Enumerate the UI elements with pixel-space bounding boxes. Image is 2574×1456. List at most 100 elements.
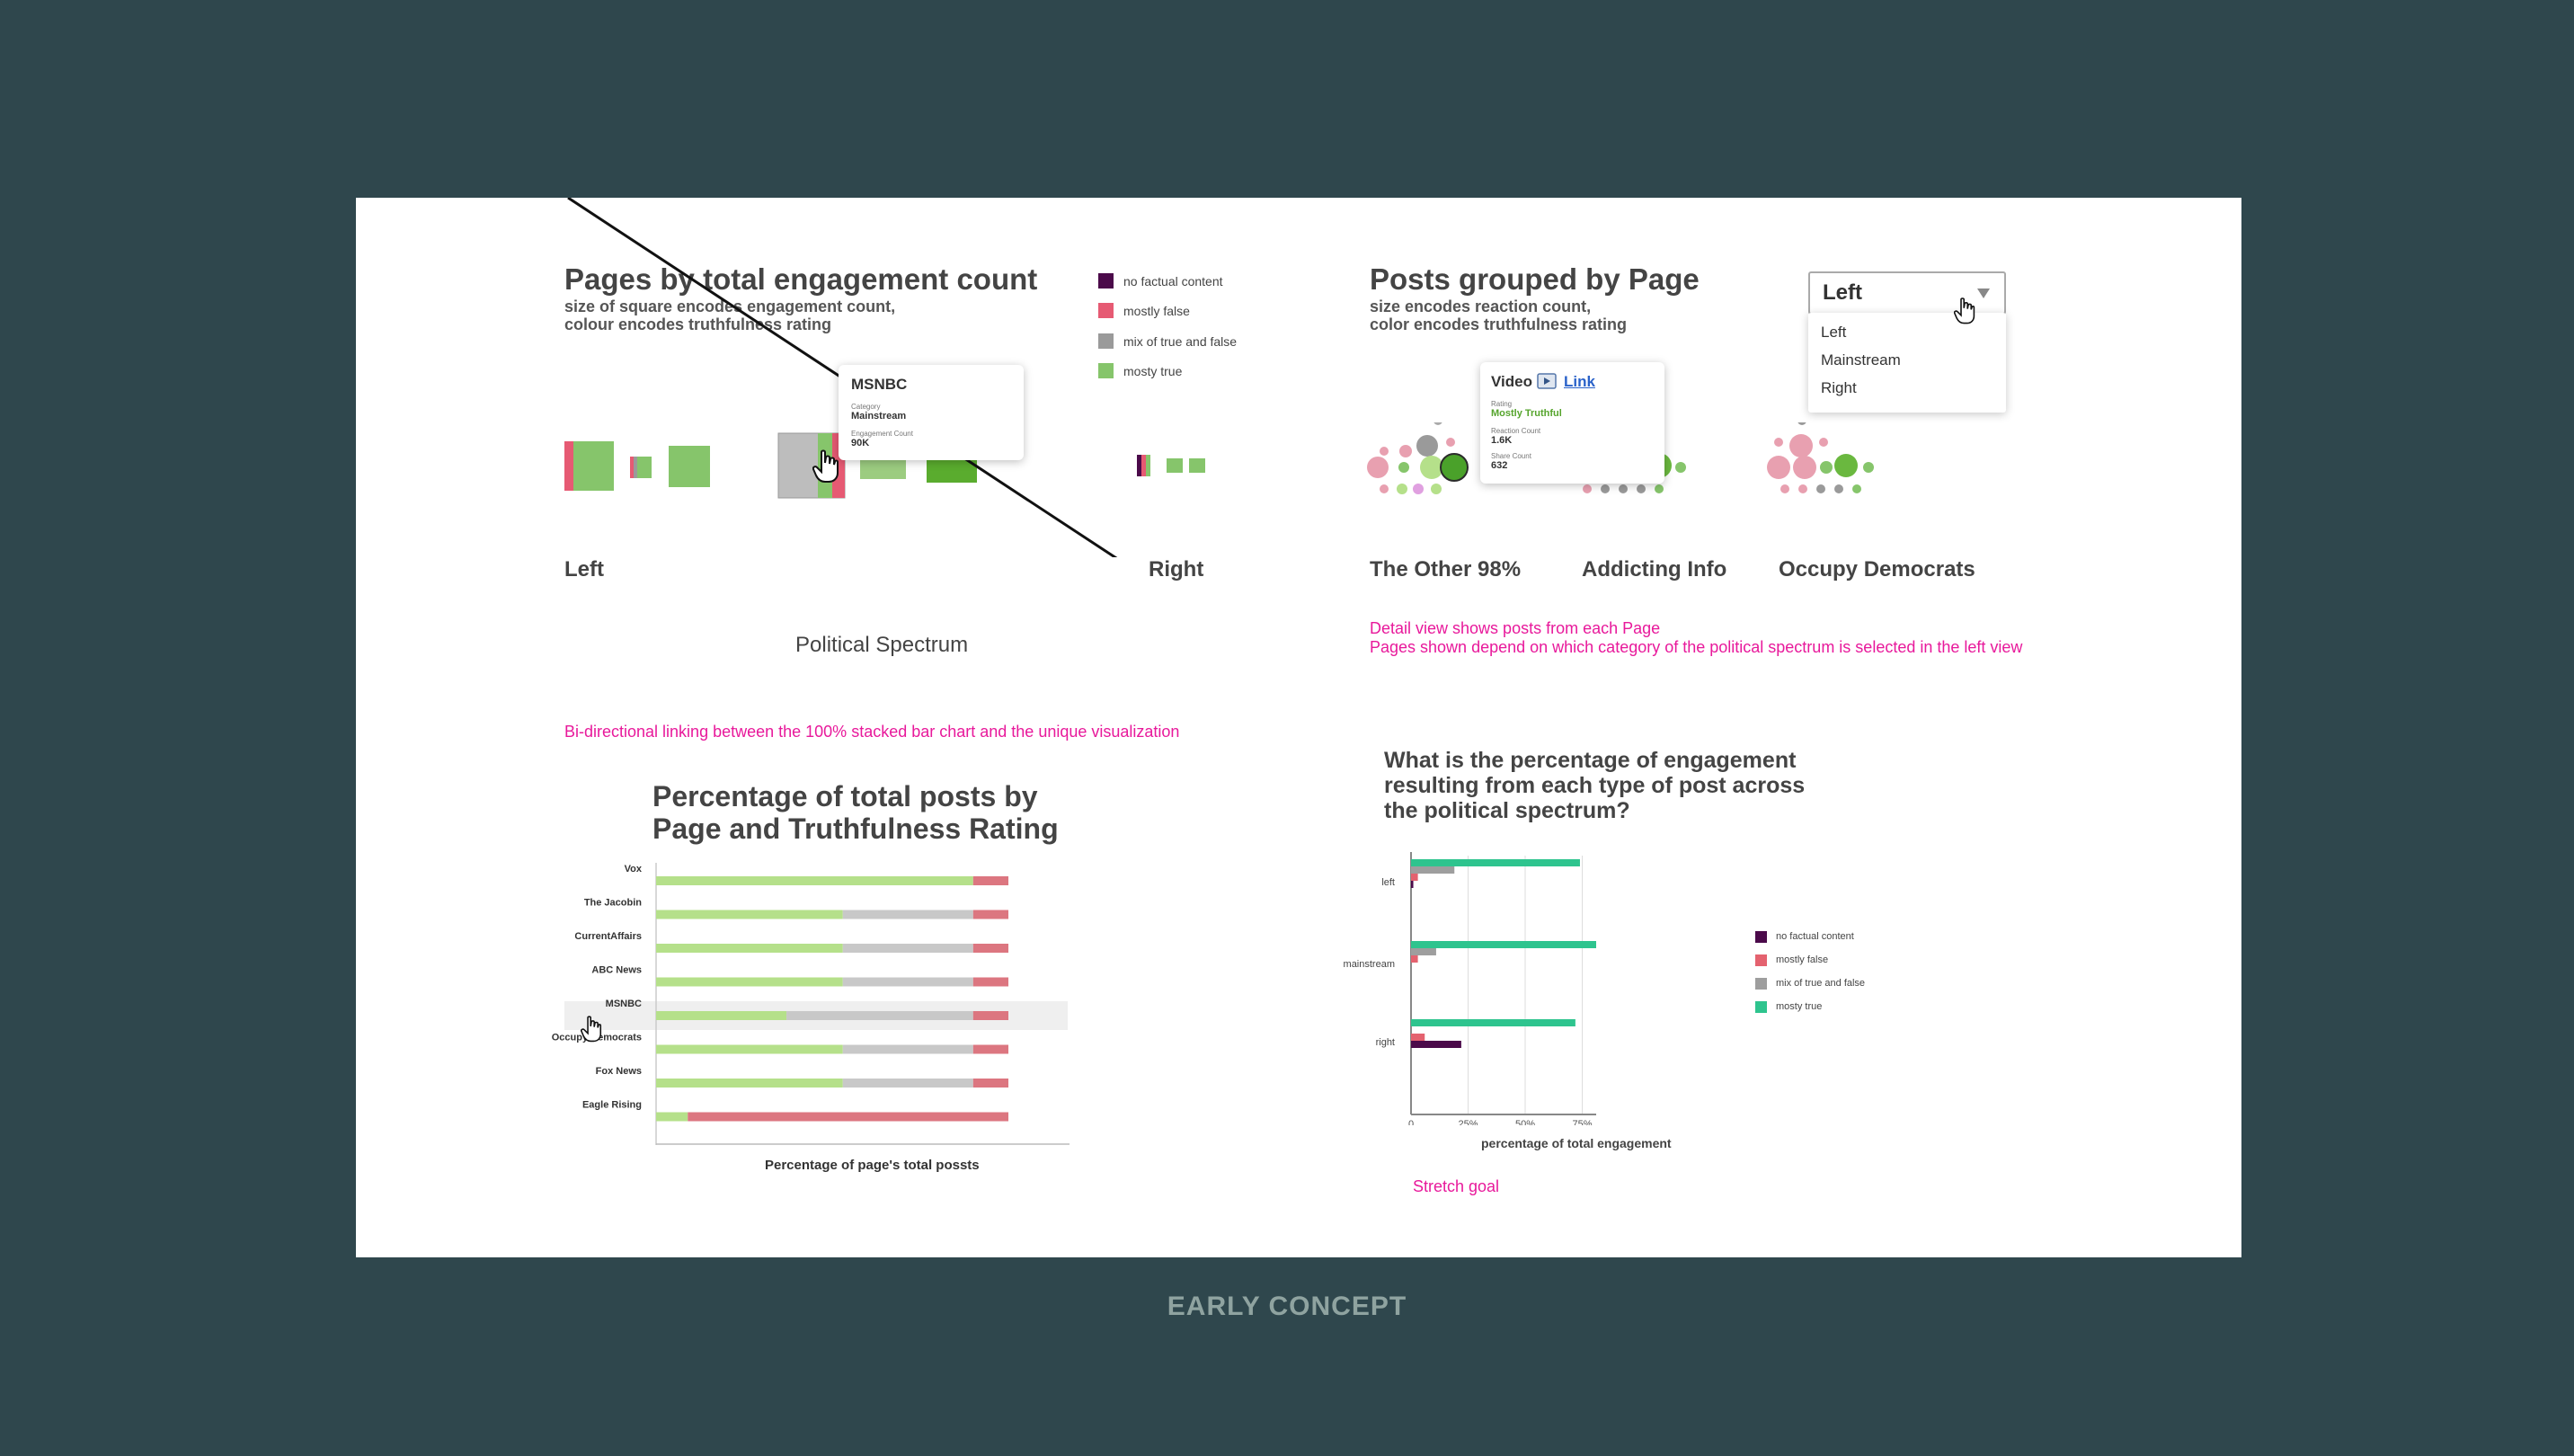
spectrum-bar[interactable]	[1411, 1034, 1425, 1041]
spectrum-bar[interactable]	[1411, 955, 1418, 963]
bubble[interactable]	[1601, 484, 1610, 493]
bubble[interactable]	[1399, 445, 1412, 457]
bubble[interactable]	[1789, 434, 1813, 457]
bubble[interactable]	[1863, 462, 1874, 473]
spectrum-bar[interactable]	[1411, 941, 1596, 948]
bubble[interactable]	[1380, 447, 1389, 456]
square-segment	[637, 457, 652, 478]
stacked-bar-segment[interactable]	[842, 977, 973, 987]
stacked-bar-segment[interactable]	[972, 1044, 1008, 1054]
spectrum-bar[interactable]	[1411, 866, 1455, 874]
engagement-title: Pages by total engagement count	[564, 262, 1038, 296]
page-square-left-3[interactable]	[669, 446, 710, 487]
bubble[interactable]	[1413, 484, 1424, 494]
bubble[interactable]	[1398, 462, 1409, 473]
spectrum-left-label: Left	[564, 557, 604, 582]
stacked-bar-segment[interactable]	[656, 1112, 688, 1122]
bubble[interactable]	[1397, 484, 1407, 494]
legend-label: mosty true	[1123, 364, 1183, 378]
spectrum-bar[interactable]	[1411, 948, 1436, 955]
stacked-bar-segment[interactable]	[842, 1079, 973, 1088]
bubble[interactable]	[1798, 484, 1807, 493]
spectrum-category-label: mainstream	[1344, 959, 1395, 970]
legend-label: no factual content	[1776, 931, 1854, 942]
bubble[interactable]	[1583, 484, 1592, 493]
bubble[interactable]	[1619, 484, 1628, 493]
bubble[interactable]	[1416, 435, 1438, 457]
post-link[interactable]: Link	[1564, 373, 1595, 390]
stacked-bar-segment[interactable]	[972, 1079, 1008, 1088]
dropdown-option-mainstream[interactable]: Mainstream	[1821, 351, 1901, 368]
bubble[interactable]	[1637, 484, 1646, 493]
bubble[interactable]	[1774, 438, 1783, 447]
stacked-bar-segment[interactable]	[842, 1044, 973, 1054]
tooltip-reaction-value: 1.6K	[1491, 435, 1513, 446]
page-square-right-3[interactable]	[1189, 458, 1205, 473]
stacked-category-label: Fox News	[596, 1066, 642, 1077]
tooltip-share-label: Share Count	[1491, 452, 1531, 460]
legend-label: mix of true and false	[1776, 978, 1866, 989]
legend-label: mostly false	[1776, 954, 1829, 965]
stacked-bar-segment[interactable]	[842, 944, 973, 953]
bubble[interactable]	[1655, 484, 1664, 493]
stacked-bar-segment[interactable]	[656, 1079, 843, 1088]
bubble[interactable]	[1797, 422, 1806, 425]
engagement-squares	[564, 198, 1205, 557]
spectrum-bar[interactable]	[1411, 881, 1414, 888]
page-square-right-2[interactable]	[1167, 458, 1183, 473]
bubble[interactable]	[1367, 457, 1389, 478]
spectrum-dropdown[interactable]: Left	[1808, 271, 2006, 315]
bubble[interactable]	[1780, 484, 1789, 493]
spectrum-chart-xlabel: percentage of total engagement	[1481, 1136, 1672, 1150]
legend-swatch-no-factual	[1098, 273, 1114, 289]
detail-note-2: Pages shown depend on which category of …	[1370, 638, 2023, 656]
question-line-2: resulting from each type of post across	[1384, 773, 1806, 798]
bubble[interactable]	[1420, 456, 1443, 479]
page-square-group-right-1[interactable]	[1137, 455, 1150, 476]
spectrum-bar[interactable]	[1411, 874, 1418, 881]
dropdown-option-right[interactable]: Right	[1821, 379, 1857, 396]
stacked-bar-segment[interactable]	[656, 876, 973, 885]
stacked-bar-segment[interactable]	[972, 910, 1008, 919]
engagement-subtitle-2: colour encodes truthfulness rating	[564, 315, 832, 333]
square-segment	[1141, 455, 1146, 476]
stacked-bar-segment[interactable]	[786, 1011, 973, 1020]
bubble[interactable]	[1852, 484, 1861, 493]
spectrum-bar[interactable]	[1411, 859, 1580, 866]
stacked-bar-segment[interactable]	[688, 1112, 1008, 1122]
bubble-selected[interactable]	[1440, 453, 1469, 482]
bubble[interactable]	[1431, 484, 1442, 494]
question-line-1: What is the percentage of engagement	[1384, 748, 1797, 773]
bubble[interactable]	[1380, 484, 1389, 493]
spectrum-bar[interactable]	[1411, 1019, 1575, 1026]
stacked-bar-segment[interactable]	[656, 1011, 787, 1020]
bubble[interactable]	[1816, 484, 1825, 493]
stacked-bar-segment[interactable]	[972, 944, 1008, 953]
stacked-bar-segment[interactable]	[842, 910, 973, 919]
bubble[interactable]	[1433, 422, 1442, 425]
bubble[interactable]	[1446, 438, 1455, 447]
bubble[interactable]	[1819, 438, 1828, 447]
bubble[interactable]	[1834, 484, 1843, 493]
stacked-bar-segment[interactable]	[656, 944, 843, 953]
stacked-bar-segment[interactable]	[972, 1011, 1008, 1020]
square-segment	[1146, 455, 1150, 476]
stacked-bar-segment[interactable]	[972, 977, 1008, 987]
stacked-category-label: The Jacobin	[584, 898, 642, 909]
play-icon[interactable]	[1537, 373, 1557, 389]
stacked-bar-segment[interactable]	[656, 1044, 843, 1054]
tooltip-reaction-label: Reaction Count	[1491, 427, 1541, 435]
stacked-bar-segment[interactable]	[656, 910, 843, 919]
tooltip-share-value: 632	[1491, 460, 1508, 471]
page-square-group-left-2[interactable]	[630, 457, 652, 478]
bubble[interactable]	[1834, 454, 1858, 477]
bubble[interactable]	[1675, 462, 1686, 473]
dropdown-option-left[interactable]: Left	[1821, 324, 1847, 341]
bubble[interactable]	[1793, 456, 1816, 479]
spectrum-bar[interactable]	[1411, 1041, 1461, 1048]
bubble[interactable]	[1820, 461, 1833, 474]
page-square-group-left-1[interactable]	[564, 441, 614, 491]
stacked-bar-segment[interactable]	[656, 977, 843, 987]
stacked-bar-segment[interactable]	[972, 876, 1008, 885]
bubble[interactable]	[1767, 456, 1790, 479]
